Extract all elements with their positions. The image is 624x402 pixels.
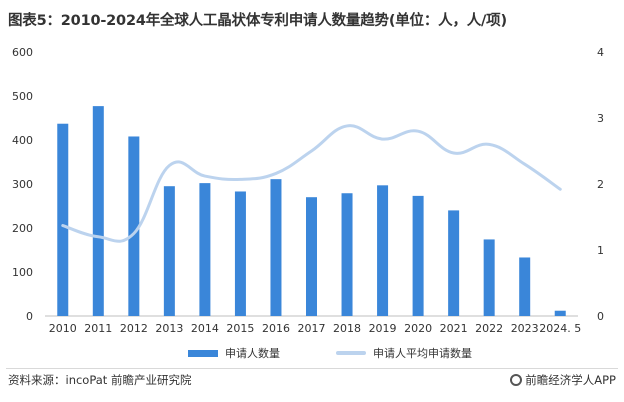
bar-mark[interactable] bbox=[519, 257, 531, 316]
legend-label-bar: 申请人数量 bbox=[225, 347, 280, 360]
line-point bbox=[61, 224, 64, 227]
x-tick-label: 2010 bbox=[49, 322, 77, 335]
y-left-tick-label: 400 bbox=[12, 134, 33, 147]
line-point bbox=[452, 151, 455, 154]
footer: 资料来源：incoPat 前瞻产业研究院 前瞻经济学人APP bbox=[6, 370, 618, 392]
x-tick-label: 2021 bbox=[440, 322, 468, 335]
x-tick-label: 2011 bbox=[84, 322, 112, 335]
footer-brand[interactable]: 前瞻经济学人APP bbox=[510, 372, 616, 388]
bar-mark[interactable] bbox=[412, 195, 424, 316]
y-left-tick-label: 200 bbox=[12, 222, 33, 235]
bar-mark[interactable] bbox=[234, 191, 246, 316]
line-point bbox=[523, 163, 526, 166]
line-point bbox=[203, 175, 206, 178]
legend-swatch-bar bbox=[188, 349, 218, 357]
series-line-avg[interactable] bbox=[61, 124, 562, 243]
line-point bbox=[97, 235, 100, 238]
legend-item-bar[interactable]: 申请人数量 bbox=[188, 345, 280, 361]
x-tick-label: 2020 bbox=[404, 322, 432, 335]
footer-divider bbox=[6, 368, 618, 369]
x-tick-label: 2016 bbox=[262, 322, 290, 335]
bar-mark[interactable] bbox=[306, 197, 317, 316]
x-tick-label: 2013 bbox=[155, 322, 183, 335]
x-tick-label: 2014 bbox=[191, 322, 219, 335]
line-point bbox=[488, 143, 491, 146]
line-point bbox=[168, 164, 171, 167]
line-point bbox=[239, 178, 242, 181]
bar-mark[interactable] bbox=[270, 179, 282, 316]
legend-swatch-line bbox=[336, 351, 366, 355]
bar-mark[interactable] bbox=[483, 239, 495, 316]
x-tick-label: 2018 bbox=[333, 322, 361, 335]
footer-brand-label: 前瞻经济学人APP bbox=[525, 373, 616, 387]
bar-mark[interactable] bbox=[199, 183, 211, 316]
bar-mark[interactable] bbox=[554, 310, 566, 316]
bar-mark[interactable] bbox=[163, 186, 175, 316]
line-point bbox=[417, 130, 420, 133]
legend-label-line: 申请人平均申请数量 bbox=[373, 347, 472, 360]
y-right-tick-label: 1 bbox=[597, 244, 604, 257]
x-tick-label: 2015 bbox=[226, 322, 254, 335]
y-left-tick-label: 300 bbox=[12, 178, 33, 191]
line-point bbox=[381, 138, 384, 141]
bar-mark[interactable] bbox=[448, 210, 460, 316]
bar-mark[interactable] bbox=[57, 123, 69, 316]
x-tick-label: 2012 bbox=[120, 322, 148, 335]
logo-icon bbox=[510, 374, 523, 386]
y-left-tick-label: 500 bbox=[12, 90, 33, 103]
chart-title: 图表5：2010-2024年全球人工晶状体专利申请人数量趋势(单位：人，人/项) bbox=[8, 13, 507, 29]
x-tick-label: 2024. 5 bbox=[539, 322, 581, 335]
y-right-tick-label: 0 bbox=[597, 310, 604, 323]
line-point bbox=[559, 188, 562, 191]
bar-mark[interactable] bbox=[92, 106, 104, 317]
line-point bbox=[346, 124, 349, 127]
line-point bbox=[274, 172, 277, 175]
bar-mark[interactable] bbox=[341, 193, 353, 316]
legend-item-line[interactable]: 申请人平均申请数量 bbox=[336, 345, 472, 361]
y-right-tick-label: 4 bbox=[597, 46, 604, 59]
x-tick-label: 2022 bbox=[475, 322, 503, 335]
y-left-tick-label: 0 bbox=[26, 310, 33, 323]
x-tick-label: 2023 bbox=[511, 322, 539, 335]
line-point bbox=[132, 232, 135, 235]
bar-mark[interactable] bbox=[128, 136, 140, 316]
y-right-tick-label: 3 bbox=[597, 112, 604, 125]
line-point bbox=[310, 150, 313, 153]
x-tick-label: 2017 bbox=[298, 322, 326, 335]
x-tick-label: 2019 bbox=[369, 322, 397, 335]
footer-source: 资料来源：incoPat 前瞻产业研究院 bbox=[8, 373, 192, 387]
y-left-tick-label: 600 bbox=[12, 46, 33, 59]
y-left-tick-label: 100 bbox=[12, 266, 33, 279]
chart-legend: 申请人数量 申请人平均申请数量 bbox=[0, 345, 624, 361]
y-right-tick-label: 2 bbox=[597, 178, 604, 191]
bar-mark[interactable] bbox=[377, 185, 389, 316]
